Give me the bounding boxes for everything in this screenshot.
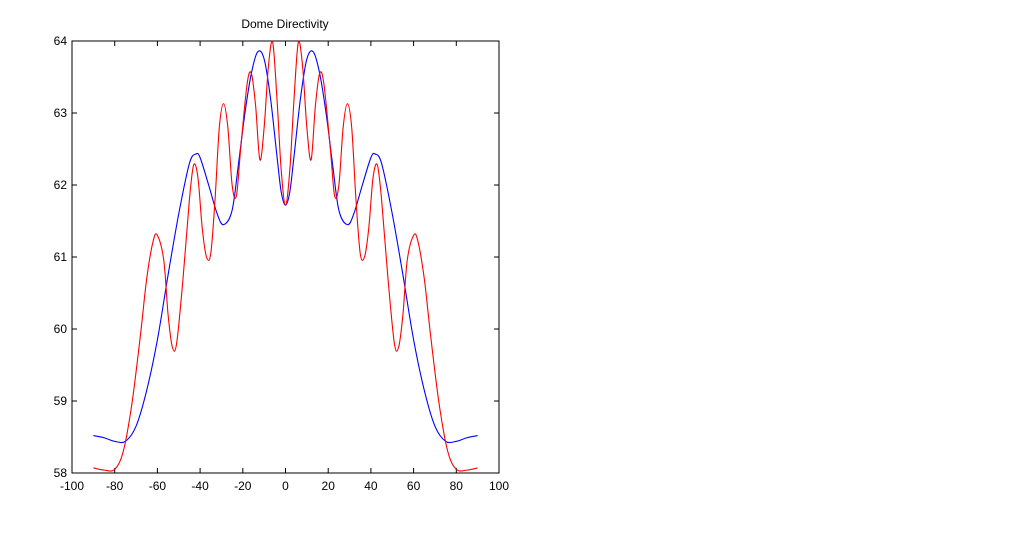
x-axis: -100 -80 -60 -40 -20 0 20 40 60 80 100 [60, 41, 509, 493]
x-tick-label: -60 [149, 479, 167, 493]
y-tick-label: 64 [54, 34, 68, 48]
x-tick-label: -20 [234, 479, 252, 493]
y-tick-label: 62 [54, 178, 68, 192]
x-tick-label: 80 [450, 479, 464, 493]
series-layer [93, 40, 478, 472]
y-tick-label: 58 [54, 466, 68, 480]
y-tick-label: 60 [54, 322, 68, 336]
x-tick-label: -40 [191, 479, 209, 493]
x-tick-label: 40 [364, 479, 378, 493]
x-tick-label: -100 [60, 479, 84, 493]
x-tick-label: 20 [322, 479, 336, 493]
y-axis: 58 59 60 61 62 63 64 [54, 34, 499, 480]
y-tick-label: 59 [54, 394, 68, 408]
red-series-line [93, 40, 478, 472]
x-tick-label: 100 [489, 479, 509, 493]
x-tick-label: -80 [106, 479, 124, 493]
x-tick-label: 0 [282, 479, 289, 493]
chart-title: Dome Directivity [241, 17, 328, 31]
y-tick-label: 61 [54, 250, 68, 264]
y-tick-label: 63 [54, 106, 68, 120]
x-tick-label: 60 [407, 479, 421, 493]
